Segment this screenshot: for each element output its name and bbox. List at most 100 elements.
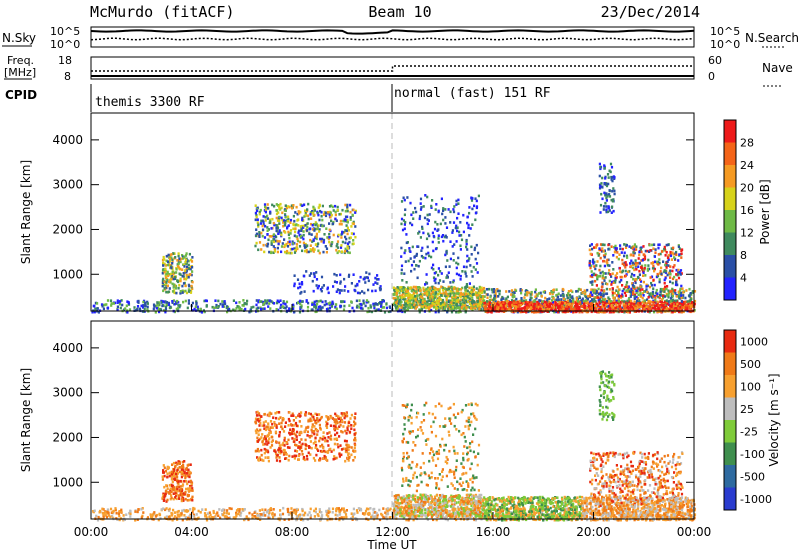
cell xyxy=(362,302,365,305)
cell xyxy=(465,265,468,269)
cell xyxy=(593,304,596,308)
cell xyxy=(542,308,545,312)
cell xyxy=(159,307,162,311)
cell xyxy=(642,304,646,307)
cell xyxy=(100,303,104,306)
cell xyxy=(663,269,666,272)
cell xyxy=(446,259,449,262)
cell xyxy=(141,306,145,309)
cell xyxy=(311,308,314,311)
cell xyxy=(480,297,483,301)
cell xyxy=(617,288,621,292)
cell xyxy=(690,305,693,308)
cell xyxy=(315,271,318,274)
cell xyxy=(274,234,277,238)
cell xyxy=(419,308,422,312)
cell xyxy=(316,211,319,215)
cell xyxy=(491,304,494,308)
cell xyxy=(647,296,650,299)
cell xyxy=(524,300,527,304)
cell xyxy=(235,301,238,305)
cell xyxy=(276,250,279,254)
cell xyxy=(414,285,417,289)
cell xyxy=(493,297,496,300)
cell xyxy=(483,295,486,298)
cell xyxy=(504,305,507,308)
cell xyxy=(312,208,315,211)
cell xyxy=(437,308,440,312)
cell xyxy=(264,208,268,212)
cell xyxy=(658,280,661,284)
cell xyxy=(405,518,408,522)
cell xyxy=(646,298,649,301)
colorbar-tick-label: 20 xyxy=(740,182,754,195)
cell xyxy=(571,308,574,312)
cell xyxy=(636,302,640,305)
cell xyxy=(417,264,420,268)
cell xyxy=(635,291,638,295)
cell xyxy=(421,246,424,250)
cell xyxy=(621,299,624,303)
cell xyxy=(155,304,158,308)
cell xyxy=(408,247,411,250)
cell xyxy=(407,301,410,305)
cell xyxy=(465,275,468,278)
cell xyxy=(615,276,618,279)
cell xyxy=(319,306,322,310)
cell xyxy=(673,264,676,267)
cell xyxy=(642,280,645,284)
cell xyxy=(470,304,473,307)
cell xyxy=(678,270,681,274)
cell xyxy=(258,233,261,236)
cell xyxy=(362,299,365,303)
cell xyxy=(305,270,308,273)
cell xyxy=(136,510,139,514)
cell xyxy=(354,209,357,213)
cell xyxy=(491,307,494,310)
cell xyxy=(586,301,589,305)
cell xyxy=(588,261,591,265)
cell xyxy=(302,241,305,245)
cell xyxy=(675,295,678,298)
cell xyxy=(405,309,408,312)
cell xyxy=(309,227,312,230)
cell xyxy=(165,301,169,304)
cell xyxy=(648,285,652,289)
cell xyxy=(330,242,333,245)
cell xyxy=(259,518,262,521)
cell xyxy=(664,308,667,312)
cell xyxy=(215,306,218,309)
cell xyxy=(506,295,509,299)
cell xyxy=(307,217,310,221)
cell xyxy=(431,240,434,244)
cell xyxy=(444,306,447,310)
cell xyxy=(181,274,184,278)
cell xyxy=(219,302,222,306)
cell xyxy=(663,245,666,249)
cell xyxy=(602,298,606,302)
cell xyxy=(182,255,185,258)
cell xyxy=(616,307,619,310)
cell xyxy=(586,297,589,301)
cell xyxy=(395,301,398,304)
cell xyxy=(615,247,618,250)
cell xyxy=(400,272,403,275)
cell xyxy=(528,303,531,306)
cell xyxy=(453,298,456,301)
cell xyxy=(422,205,425,208)
cell xyxy=(656,272,659,276)
cell xyxy=(520,288,523,292)
cell xyxy=(455,287,458,290)
nave-trace xyxy=(91,65,694,72)
cell xyxy=(456,216,459,220)
cell xyxy=(607,272,610,275)
cell xyxy=(675,278,678,282)
cell xyxy=(288,240,291,243)
cell xyxy=(599,211,602,214)
cell xyxy=(277,217,280,221)
cell xyxy=(377,278,380,281)
cell xyxy=(372,515,375,519)
cell xyxy=(365,271,368,274)
cell xyxy=(157,301,161,304)
